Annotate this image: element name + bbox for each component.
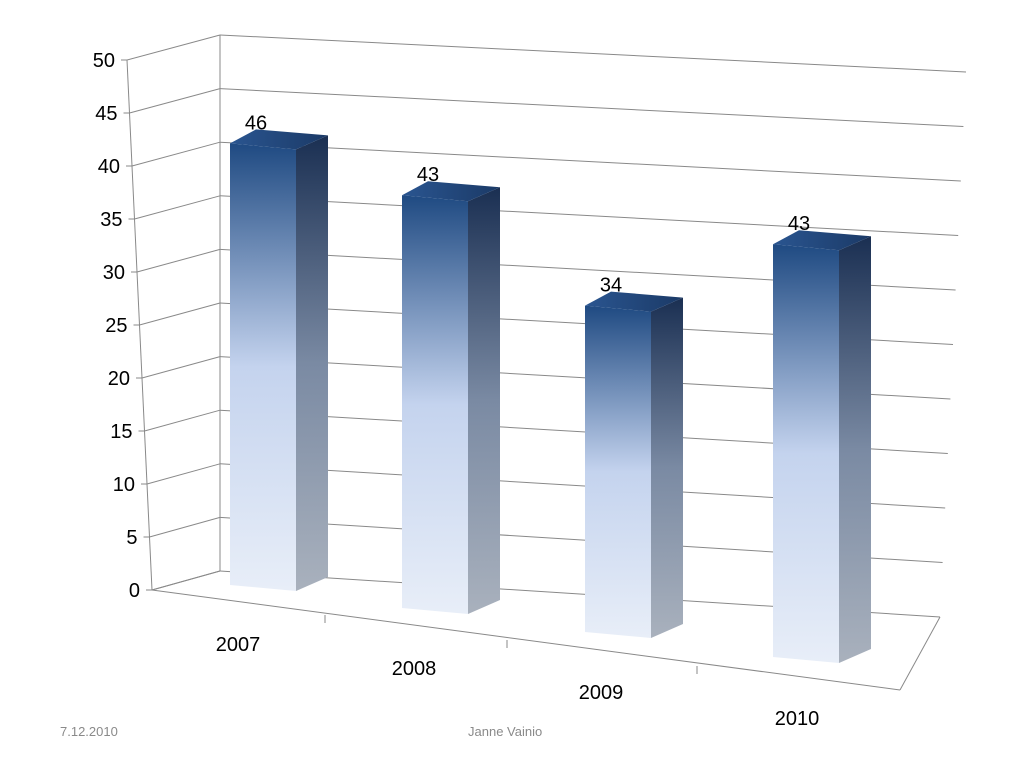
bar-top-face: [585, 291, 683, 312]
x-axis-line: [151, 589, 901, 691]
gridline-back-wall: [219, 141, 961, 182]
x-tick-label-2009: 2009: [579, 682, 624, 704]
bar-front-face: [402, 195, 468, 614]
gridline-left-wall: [146, 463, 221, 485]
bar-2007: [230, 129, 328, 591]
bar-top-face: [230, 129, 328, 150]
gridline-left-wall: [141, 356, 221, 379]
bar-top-face: [402, 181, 500, 202]
y-tick-label: 0: [129, 580, 140, 602]
gridline-back-wall: [219, 88, 964, 127]
bar-2008: [402, 181, 500, 614]
y-axis-tick-labels: 0 5 10 15 20 25 30 35 40 45 50: [93, 50, 140, 602]
gridline-left-wall: [151, 570, 221, 591]
x-tick-label-2010: 2010: [775, 708, 820, 730]
y-tick-label: 45: [95, 103, 117, 125]
gridline-left-wall: [139, 302, 221, 326]
bar-front-face: [773, 244, 839, 663]
bar-top-face: [773, 230, 871, 251]
y-tick-label: 20: [108, 368, 130, 390]
gridline-back-wall: [219, 34, 967, 73]
y-tick-label: 10: [113, 474, 135, 496]
footer-author: Janne Vainio: [468, 724, 543, 739]
gridline-left-wall: [129, 88, 221, 114]
bar-side-face: [468, 187, 500, 614]
bar-front-face: [585, 305, 651, 638]
bar-side-face: [839, 236, 871, 663]
x-tick-label-2008: 2008: [392, 658, 437, 680]
bar-front-face: [230, 143, 296, 591]
data-label-2008: 43: [417, 164, 439, 186]
y-tick-label: 15: [110, 421, 132, 443]
bar-side-face: [296, 135, 328, 591]
chart-data-labels: 46 43 34 43: [245, 112, 810, 296]
y-tick-label: 25: [105, 315, 127, 337]
bar-2009: [585, 291, 683, 638]
y-tick-label: 50: [93, 50, 115, 72]
y-tick-label: 40: [98, 156, 120, 178]
x-axis-tick-labels: 2007 2008 2009 2010: [216, 634, 820, 730]
y-tick-label: 5: [126, 527, 137, 549]
gridline-left-wall: [131, 141, 221, 167]
gridline-left-wall: [126, 34, 221, 61]
data-label-2007: 46: [245, 112, 267, 134]
y-tick-label: 30: [103, 262, 125, 284]
x-tick-label-2007: 2007: [216, 634, 261, 656]
bar-side-face: [651, 297, 683, 638]
gridline-left-wall: [144, 409, 221, 432]
data-label-2009: 34: [600, 275, 622, 297]
bar-2010: [773, 230, 871, 663]
chart-bars: [230, 129, 871, 663]
gridline-left-wall: [136, 248, 221, 273]
gridline-back-wall: [219, 195, 959, 236]
gridline-left-wall: [149, 516, 221, 538]
gridline-left-wall: [134, 195, 221, 220]
footer-date: 7.12.2010: [60, 724, 118, 739]
floor-right-edge: [899, 616, 941, 691]
y-tick-label: 35: [100, 209, 122, 231]
data-label-2010: 43: [788, 213, 810, 235]
